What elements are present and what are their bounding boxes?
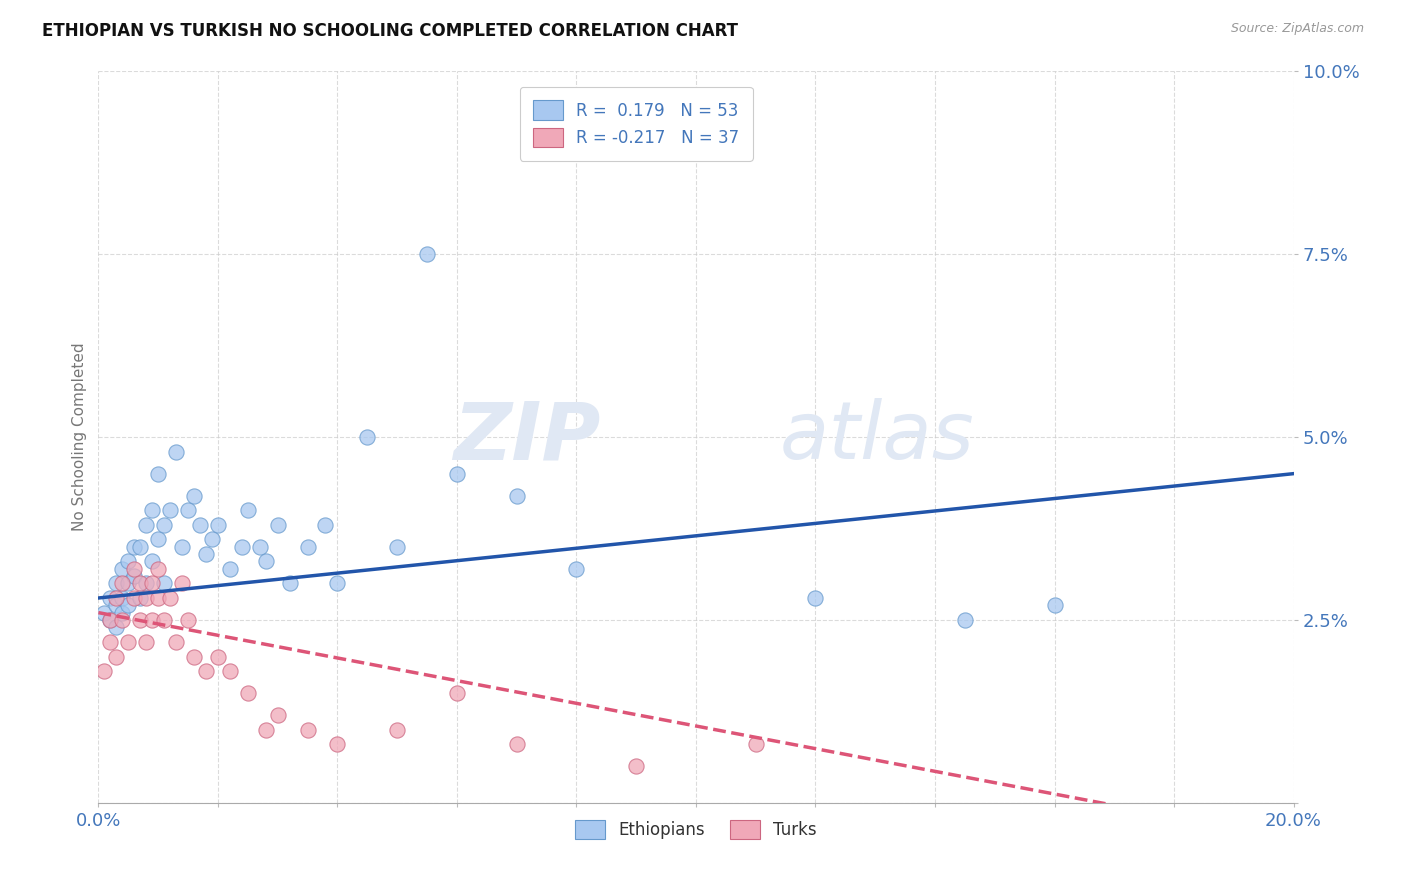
Point — [111, 606, 134, 620]
Text: atlas: atlas — [779, 398, 974, 476]
Point — [153, 517, 176, 532]
Point — [141, 503, 163, 517]
Point — [141, 613, 163, 627]
Point — [98, 635, 122, 649]
Point — [207, 649, 229, 664]
Point — [315, 517, 337, 532]
Text: ETHIOPIAN VS TURKISH NO SCHOOLING COMPLETED CORRELATION CHART: ETHIOPIAN VS TURKISH NO SCHOOLING COMPLE… — [42, 22, 738, 40]
Point — [195, 547, 218, 561]
Point — [129, 540, 152, 554]
Point — [153, 613, 176, 627]
Point — [93, 664, 115, 678]
Point — [745, 737, 768, 751]
Point — [124, 569, 146, 583]
Point — [183, 489, 205, 503]
Point — [105, 620, 128, 634]
Point — [98, 613, 122, 627]
Point — [236, 686, 259, 700]
Point — [165, 444, 187, 458]
Point — [129, 591, 152, 605]
Point — [153, 576, 176, 591]
Point — [159, 591, 181, 605]
Point — [117, 576, 139, 591]
Point — [141, 576, 163, 591]
Point — [326, 737, 349, 751]
Point — [231, 540, 253, 554]
Point — [297, 723, 319, 737]
Point — [165, 635, 187, 649]
Point — [159, 503, 181, 517]
Point — [385, 723, 409, 737]
Point — [188, 517, 211, 532]
Point — [111, 591, 134, 605]
Point — [148, 591, 170, 605]
Point — [506, 737, 529, 751]
Point — [416, 247, 439, 261]
Point — [446, 686, 468, 700]
Point — [124, 562, 146, 576]
Point — [267, 708, 290, 723]
Text: ZIP: ZIP — [453, 398, 600, 476]
Point — [1043, 599, 1066, 613]
Point — [129, 576, 152, 591]
Point — [135, 517, 157, 532]
Point — [201, 533, 224, 547]
Point — [172, 576, 194, 591]
Point — [93, 606, 115, 620]
Point — [626, 137, 648, 152]
Point — [183, 649, 205, 664]
Point — [124, 591, 146, 605]
Point — [356, 430, 378, 444]
Point — [219, 664, 242, 678]
Text: Source: ZipAtlas.com: Source: ZipAtlas.com — [1230, 22, 1364, 36]
Point — [135, 591, 157, 605]
Point — [207, 517, 229, 532]
Point — [326, 576, 349, 591]
Point — [219, 562, 242, 576]
Point — [804, 591, 827, 605]
Point — [254, 554, 277, 568]
Point — [105, 649, 128, 664]
Point — [177, 503, 200, 517]
Point — [98, 591, 122, 605]
Legend: Ethiopians, Turks: Ethiopians, Turks — [568, 814, 824, 846]
Point — [117, 635, 139, 649]
Point — [626, 759, 648, 773]
Point — [506, 489, 529, 503]
Point — [953, 613, 976, 627]
Point — [172, 540, 194, 554]
Point — [254, 723, 277, 737]
Point — [124, 540, 146, 554]
Point — [135, 576, 157, 591]
Point — [249, 540, 271, 554]
Point — [297, 540, 319, 554]
Point — [141, 554, 163, 568]
Point — [195, 664, 218, 678]
Point — [117, 599, 139, 613]
Point — [135, 635, 157, 649]
Point — [105, 599, 128, 613]
Point — [565, 562, 588, 576]
Point — [446, 467, 468, 481]
Point — [105, 591, 128, 605]
Y-axis label: No Schooling Completed: No Schooling Completed — [72, 343, 87, 532]
Point — [177, 613, 200, 627]
Point — [267, 517, 290, 532]
Point — [111, 562, 134, 576]
Point — [236, 503, 259, 517]
Point — [148, 533, 170, 547]
Point — [129, 613, 152, 627]
Point — [148, 562, 170, 576]
Point — [385, 540, 409, 554]
Point — [105, 576, 128, 591]
Point — [111, 576, 134, 591]
Point — [278, 576, 301, 591]
Point — [148, 467, 170, 481]
Point — [111, 613, 134, 627]
Point — [98, 613, 122, 627]
Point — [117, 554, 139, 568]
